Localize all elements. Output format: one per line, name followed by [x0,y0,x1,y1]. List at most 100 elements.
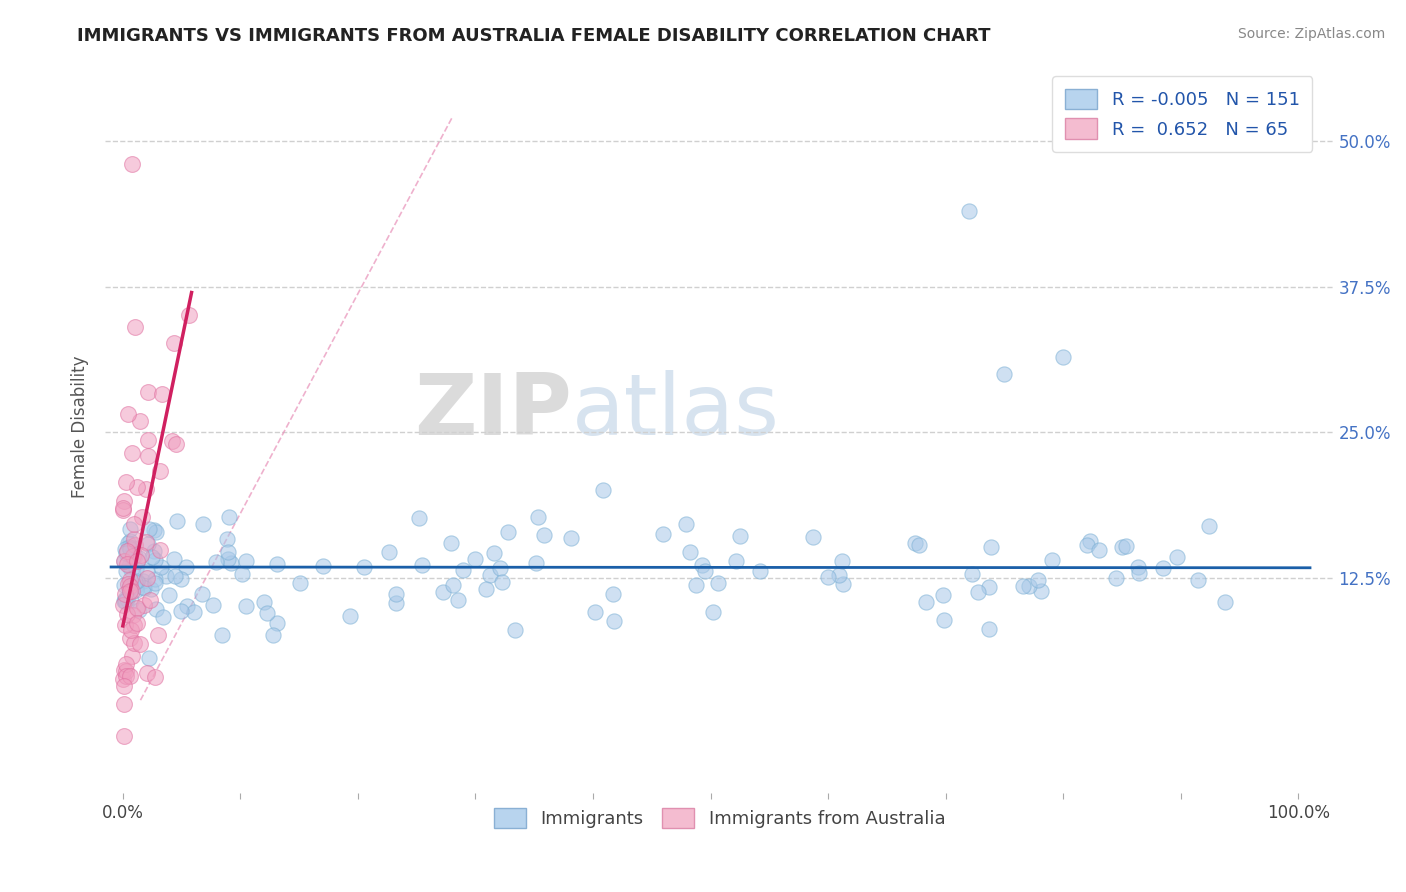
Point [127,616,149,631]
Point [1076,538,1098,552]
Point [118,540,141,554]
Point [132,574,155,588]
Point [112,663,135,677]
Point [112,500,135,515]
Point [266,616,288,631]
Point [127,601,149,615]
Point [165,437,187,451]
Point [115,546,138,560]
Point [266,557,288,571]
Point [201,598,224,612]
Point [488,561,510,575]
Point [353,560,375,574]
Point [143,523,166,537]
Point [115,664,138,678]
Point [1026,574,1049,588]
Text: atlas: atlas [572,370,780,453]
Point [411,558,433,573]
Point [128,550,150,565]
Point [915,595,938,609]
Point [533,528,555,542]
Point [378,545,401,559]
Point [290,575,312,590]
Point [124,538,146,552]
Point [127,479,149,493]
Point [1111,541,1133,555]
Point [932,613,955,627]
Point [165,569,187,583]
Point [118,559,141,574]
Point [129,414,152,428]
Point [160,434,183,448]
Point [1078,534,1101,549]
Point [828,568,851,582]
Point [685,578,707,592]
Point [1198,519,1220,533]
Point [440,536,463,550]
Point [979,580,1001,594]
Point [142,543,165,558]
Point [1166,550,1188,565]
Legend: Immigrants, Immigrants from Australia: Immigrants, Immigrants from Australia [486,800,952,836]
Point [145,602,167,616]
Point [115,475,138,490]
Y-axis label: Female Disability: Female Disability [72,355,89,498]
Point [679,545,702,559]
Point [114,587,136,601]
Point [256,606,278,620]
Point [831,553,853,567]
Point [122,636,145,650]
Point [118,534,141,549]
Point [118,522,141,536]
Point [125,579,148,593]
Point [120,583,142,598]
Point [447,593,470,607]
Point [132,598,155,612]
Point [112,554,135,568]
Point [217,545,239,559]
Point [583,605,606,619]
Point [932,588,955,602]
Point [129,637,152,651]
Point [112,729,135,743]
Point [432,584,454,599]
Point [311,558,333,573]
Point [120,594,142,608]
Point [122,549,145,563]
Point [170,604,193,618]
Point [129,548,152,562]
Point [728,529,751,543]
Point [112,554,135,568]
Point [120,563,142,577]
Point [592,483,614,498]
Point [560,531,582,545]
Point [143,575,166,590]
Point [1018,579,1040,593]
Point [120,549,142,564]
Point [979,540,1001,554]
Point [218,510,240,524]
Point [111,598,134,612]
Point [122,533,145,547]
Point [124,574,146,589]
Point [131,510,153,524]
Point [170,572,193,586]
Point [121,157,143,171]
Point [1213,595,1236,609]
Point [135,571,157,585]
Point [146,628,169,642]
Point [120,579,142,593]
Point [1187,573,1209,587]
Point [505,623,527,637]
Point [124,320,146,334]
Text: ZIP: ZIP [415,370,572,453]
Point [1052,350,1074,364]
Point [125,574,148,588]
Point [443,578,465,592]
Point [141,549,163,564]
Point [112,679,135,693]
Point [651,527,673,541]
Point [117,407,139,421]
Point [149,543,172,558]
Point [138,651,160,665]
